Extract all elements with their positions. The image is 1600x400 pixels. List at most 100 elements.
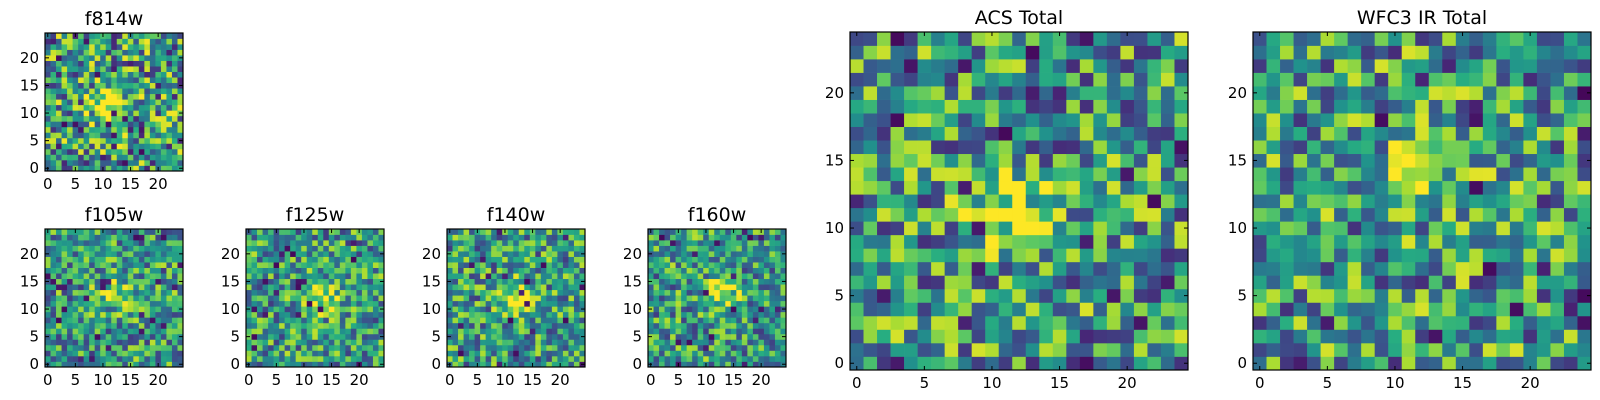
heatmap-cell	[1496, 113, 1511, 127]
heatmap-cell	[551, 284, 558, 291]
heatmap-cell	[971, 275, 986, 290]
heatmap-cell	[61, 99, 68, 106]
heatmap-cell	[246, 262, 252, 268]
heatmap-cell	[1280, 234, 1294, 249]
heatmap-cell	[45, 104, 51, 111]
heatmap-cell	[56, 60, 62, 67]
heatmap-cell	[681, 284, 687, 291]
heatmap-cell	[67, 137, 73, 144]
heatmap-cell	[480, 339, 486, 346]
heatmap-cell	[350, 251, 357, 257]
heatmap-cells	[447, 229, 586, 368]
heatmap-cell	[648, 245, 654, 252]
heatmap-cell	[692, 278, 699, 285]
heatmap-cell	[133, 165, 140, 172]
heatmap-cell	[94, 273, 101, 280]
heatmap-cell	[78, 148, 84, 155]
heatmap-cell	[474, 278, 481, 285]
heatmap-cell	[1442, 32, 1457, 46]
heatmap-cell	[719, 328, 726, 335]
heatmap-cell	[105, 88, 112, 95]
heatmap-cell	[714, 306, 721, 313]
heatmap-cell	[1550, 86, 1565, 100]
heatmap-cell	[463, 350, 470, 357]
heatmap-cell	[122, 240, 129, 246]
heatmap-cell	[485, 245, 492, 252]
heatmap-cell	[904, 153, 918, 168]
heatmap-cell	[378, 240, 385, 246]
heatmap-cell	[138, 245, 145, 252]
heatmap-cell	[681, 355, 687, 362]
heatmap-cell	[149, 77, 156, 84]
heatmap-cell	[664, 256, 671, 263]
heatmap-cell	[94, 344, 101, 351]
heatmap-cell	[78, 33, 84, 39]
heatmap-cell	[67, 49, 73, 56]
heatmap-cell	[105, 71, 112, 78]
heatmap-cell	[67, 311, 73, 318]
heatmap-cell	[850, 315, 864, 330]
heatmap-cell	[758, 317, 765, 324]
heatmap-cell	[171, 60, 178, 67]
heatmap-cell	[1120, 288, 1135, 303]
heatmap-cell	[1079, 140, 1094, 155]
heatmap-cell	[133, 159, 140, 166]
heatmap-cell	[463, 289, 470, 296]
heatmap-cell	[171, 240, 178, 246]
heatmap-cell	[573, 333, 580, 340]
heatmap-cell	[279, 273, 285, 280]
heatmap-cell	[328, 328, 335, 335]
heatmap-cell	[863, 72, 878, 87]
heatmap-cell	[127, 126, 134, 133]
heatmap-cell	[1052, 261, 1067, 276]
heatmap-cell	[105, 99, 112, 106]
heatmap-cell	[692, 251, 699, 257]
heatmap-cell	[1469, 45, 1484, 60]
heatmap-cell	[917, 234, 932, 249]
heatmap-cell	[367, 317, 374, 324]
heatmap-cell	[670, 240, 676, 246]
heatmap-cell	[452, 267, 459, 274]
heatmap-cell	[985, 59, 1000, 73]
heatmap-cell	[334, 278, 341, 285]
heatmap-cell	[166, 355, 173, 362]
heatmap-cell	[116, 333, 123, 340]
heatmap-cell	[89, 154, 96, 161]
y-tick-label: 20	[422, 245, 441, 263]
heatmap-cell	[535, 350, 542, 357]
heatmap-cell	[546, 245, 553, 252]
heatmap-cell	[89, 234, 96, 241]
heatmap-cell	[56, 300, 62, 307]
heatmap-cell	[149, 71, 156, 78]
heatmap-cell	[1253, 356, 1267, 371]
heatmap-cell	[944, 126, 959, 141]
heatmap-cell	[653, 361, 660, 368]
heatmap-cell	[491, 295, 498, 302]
heatmap-cell	[579, 311, 586, 318]
heatmap-cell	[56, 66, 62, 72]
heatmap-cell	[83, 328, 90, 335]
heatmap-cell	[985, 248, 1000, 263]
x-tick-label: 10	[982, 374, 1001, 392]
heatmap-cell	[83, 154, 90, 161]
heatmap-cell	[290, 229, 297, 235]
heatmap-cell	[485, 256, 492, 263]
heatmap-cell	[1401, 99, 1416, 114]
heatmap-cell	[45, 322, 51, 329]
heatmap-cell	[133, 240, 140, 246]
heatmap-cell	[323, 361, 330, 368]
heatmap-cell	[45, 289, 51, 296]
heatmap-cell	[944, 99, 959, 114]
heatmap-cell	[1469, 207, 1484, 222]
heatmap-cell	[78, 311, 84, 318]
heatmap-cell	[133, 77, 140, 84]
heatmap-cell	[177, 240, 184, 246]
heatmap-cell	[1469, 153, 1484, 168]
heatmap-cell	[686, 284, 693, 291]
heatmap-cell	[56, 115, 62, 122]
heatmap-cell	[295, 317, 302, 324]
heatmap-cell	[496, 311, 503, 318]
heatmap-cell	[56, 49, 62, 56]
heatmap-cell	[1482, 248, 1497, 263]
y-tick-label: 15	[623, 272, 642, 290]
